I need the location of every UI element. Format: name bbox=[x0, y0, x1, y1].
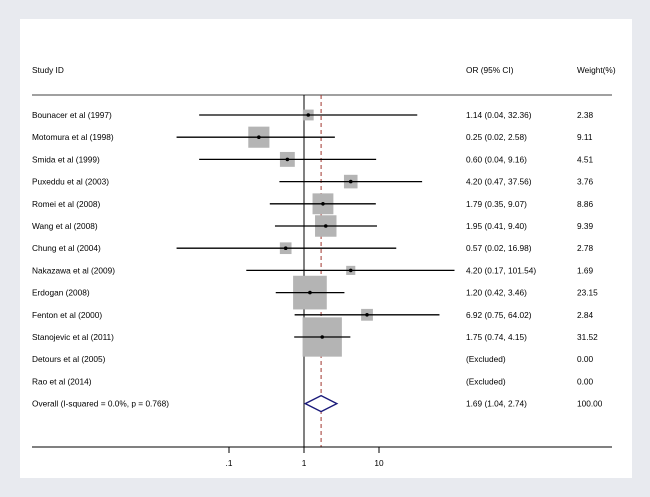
study-name: Bounacer et al (1997) bbox=[32, 110, 112, 120]
study-point bbox=[285, 157, 290, 162]
study-weight: 4.51 bbox=[577, 154, 594, 164]
study-row: Erdogan (2008) 1.20 (0.42, 3.46) 23.15 bbox=[32, 275, 598, 310]
study-row: Romei et al (2008) 1.79 (0.35, 9.07) 8.86 bbox=[32, 193, 594, 215]
study-or-ci: 1.14 (0.04, 32.36) bbox=[466, 110, 532, 120]
overall-diamond bbox=[303, 394, 339, 413]
study-point bbox=[283, 246, 288, 250]
study-point bbox=[365, 313, 369, 317]
study-or-ci: 1.95 (0.41, 9.40) bbox=[466, 221, 527, 231]
study-weight: 23.15 bbox=[577, 288, 598, 298]
study-weight: 31.52 bbox=[577, 332, 598, 342]
study-weight: 3.76 bbox=[577, 177, 594, 187]
study-weight: 0.00 bbox=[577, 354, 594, 364]
study-point bbox=[308, 290, 312, 295]
study-point bbox=[348, 268, 353, 273]
overall-row: Overall (I-squared = 0.0%, p = 0.768) 1.6… bbox=[32, 394, 603, 413]
study-name: Motomura et al (1998) bbox=[32, 132, 114, 142]
study-weight: 1.69 bbox=[577, 265, 594, 275]
study-row: Detours et al (2005) (Excluded) 0.00 bbox=[32, 354, 594, 364]
study-or-ci: 6.92 (0.75, 64.02) bbox=[466, 310, 532, 320]
study-row: Rao et al (2014) (Excluded) 0.00 bbox=[32, 376, 594, 386]
study-or-ci: 0.25 (0.02, 2.58) bbox=[466, 132, 527, 142]
header-or-ci: OR (95% CI) bbox=[466, 65, 514, 75]
study-point bbox=[320, 335, 325, 339]
study-row: Smida et al (1999) 0.60 (0.04, 9.16) 4.51 bbox=[32, 151, 594, 167]
study-or-ci: 4.20 (0.47, 37.56) bbox=[466, 177, 532, 187]
study-or-ci: 1.20 (0.42, 3.46) bbox=[466, 288, 527, 298]
study-or-ci: (Excluded) bbox=[466, 376, 506, 386]
header-weight: Weight(%) bbox=[577, 65, 616, 75]
header-study-id: Study ID bbox=[32, 65, 64, 75]
study-row: Wang et al (2008) 1.95 (0.41, 9.40) 9.39 bbox=[32, 215, 594, 237]
x-tick-label: .1 bbox=[226, 458, 233, 468]
study-weight: 0.00 bbox=[577, 376, 594, 386]
study-name: Detours et al (2005) bbox=[32, 354, 106, 364]
study-weight: 2.38 bbox=[577, 110, 594, 120]
study-or-ci: 0.57 (0.02, 16.98) bbox=[466, 243, 532, 253]
study-rows: Bounacer et al (1997) 1.14 (0.04, 32.36) 2… bbox=[32, 95, 603, 447]
study-name: Chung et al (2004) bbox=[32, 243, 101, 253]
study-name: Erdogan (2008) bbox=[32, 288, 90, 298]
study-point bbox=[323, 224, 328, 228]
x-tick-label: 10 bbox=[374, 458, 384, 468]
study-name: Nakazawa et al (2009) bbox=[32, 265, 115, 275]
study-or-ci: 0.60 (0.04, 9.16) bbox=[466, 154, 527, 164]
study-name: Romei et al (2008) bbox=[32, 199, 100, 209]
study-weight: 9.11 bbox=[577, 132, 593, 142]
study-name: Rao et al (2014) bbox=[32, 376, 92, 386]
study-row: Stanojevic et al (2011) 1.75 (0.74, 4.15)… bbox=[32, 317, 598, 357]
x-tick-label: 1 bbox=[302, 458, 307, 468]
study-name: Puxeddu et al (2003) bbox=[32, 177, 109, 187]
study-name: Fenton et al (2000) bbox=[32, 310, 102, 320]
study-point bbox=[321, 202, 325, 206]
study-point bbox=[306, 113, 311, 117]
study-name: Stanojevic et al (2011) bbox=[32, 332, 114, 342]
overall-label: Overall (I-squared = 0.0%, p = 0.768) bbox=[32, 399, 169, 409]
study-row: Fenton et al (2000) 6.92 (0.75, 64.02) 2.8… bbox=[32, 308, 594, 321]
study-or-ci: 4.20 (0.17, 101.54) bbox=[466, 265, 536, 275]
study-weight: 2.84 bbox=[577, 310, 594, 320]
study-point bbox=[348, 179, 353, 184]
study-row: Chung et al (2004) 0.57 (0.02, 16.98) 2.78 bbox=[32, 242, 594, 255]
study-name: Wang et al (2008) bbox=[32, 221, 98, 231]
overall-or-ci: 1.69 (1.04, 2.74) bbox=[466, 399, 527, 409]
study-weight: 8.86 bbox=[577, 199, 594, 209]
study-point bbox=[257, 135, 261, 139]
study-row: Bounacer et al (1997) 1.14 (0.04, 32.36) 2… bbox=[32, 109, 594, 121]
x-axis: .1 1 10 bbox=[32, 446, 612, 468]
study-or-ci: (Excluded) bbox=[466, 354, 506, 364]
study-or-ci: 1.75 (0.74, 4.15) bbox=[466, 332, 527, 342]
study-row: Motomura et al (1998) 0.25 (0.02, 2.58) 9.… bbox=[32, 126, 593, 148]
study-weight: 2.78 bbox=[577, 243, 594, 253]
study-row: Nakazawa et al (2009) 4.20 (0.17, 101.54)… bbox=[32, 265, 594, 275]
study-weight: 9.39 bbox=[577, 221, 594, 231]
overall-weight: 100.00 bbox=[577, 399, 603, 409]
study-name: Smida et al (1999) bbox=[32, 154, 100, 164]
study-or-ci: 1.79 (0.35, 9.07) bbox=[466, 199, 527, 209]
study-row: Puxeddu et al (2003) 4.20 (0.47, 37.56) 3.… bbox=[32, 174, 594, 189]
